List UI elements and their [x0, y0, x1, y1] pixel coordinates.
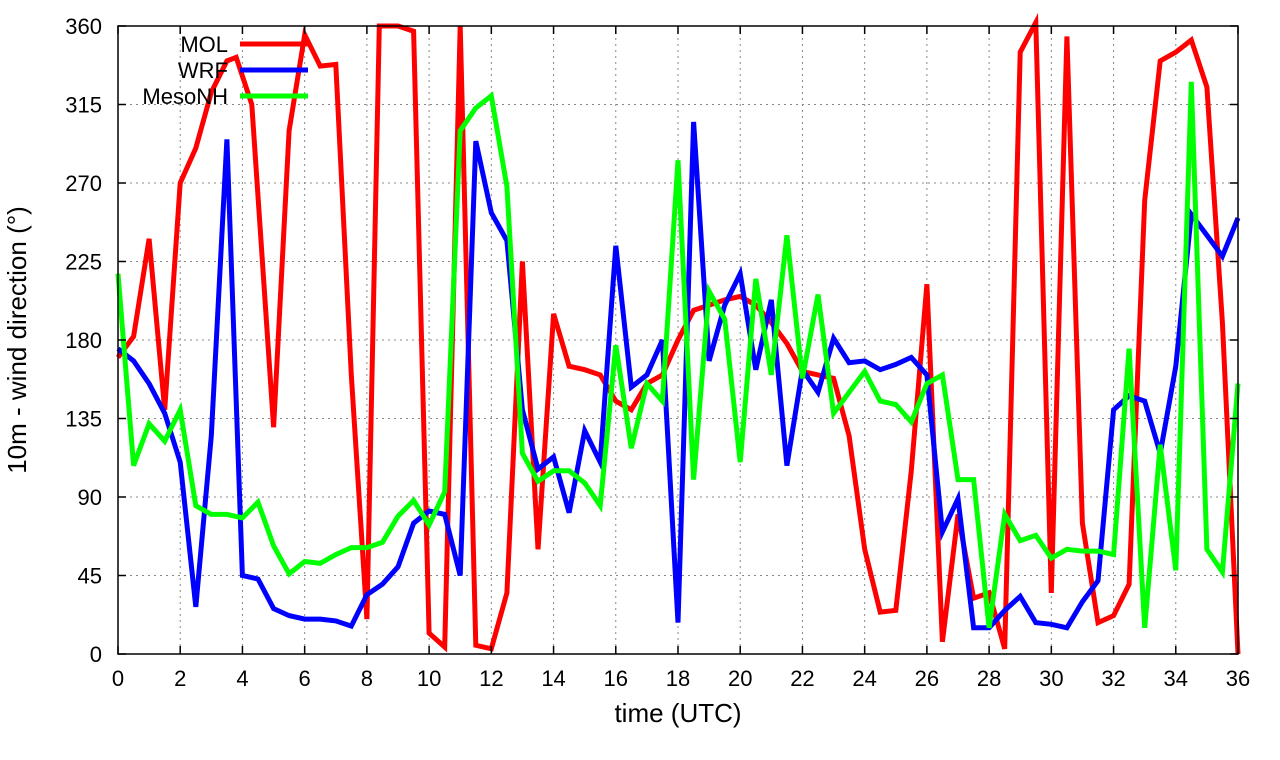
- legend-label-wrf: WRF: [178, 58, 228, 83]
- x-tick-label: 10: [417, 666, 441, 691]
- x-tick-label: 30: [1039, 666, 1063, 691]
- series-line-wrf: [116, 121, 1241, 631]
- x-tick-label: 28: [977, 666, 1001, 691]
- x-axis-title: time (UTC): [614, 698, 741, 728]
- x-tick-label: 34: [1164, 666, 1188, 691]
- y-tick-label: 135: [65, 407, 102, 432]
- y-tick-label: 0: [90, 642, 102, 667]
- y-axis-ticks: 0 45 90 135 180 225 270 315 360: [65, 14, 1238, 667]
- x-tick-label: 32: [1101, 666, 1125, 691]
- series-line-mol: [115, 12, 1241, 655]
- y-tick-label: 225: [65, 250, 102, 275]
- x-tick-label: 24: [852, 666, 876, 691]
- y-axis-title: 10m - wind direction (°): [2, 206, 32, 474]
- x-tick-label: 2: [174, 666, 186, 691]
- x-tick-label: 18: [666, 666, 690, 691]
- x-axis-ticks: 0 2 4 6 8 10 12 14 16 18 20 22 24 26 28 30 32 34 36: [112, 26, 1250, 691]
- series-lines: [115, 12, 1241, 655]
- x-tick-label: 6: [299, 666, 311, 691]
- x-tick-label: 16: [604, 666, 628, 691]
- x-tick-label: 4: [236, 666, 248, 691]
- x-tick-label: 22: [790, 666, 814, 691]
- y-tick-label: 360: [65, 14, 102, 39]
- y-tick-label: 180: [65, 328, 102, 353]
- y-tick-label: 90: [78, 485, 102, 510]
- x-tick-label: 12: [479, 666, 503, 691]
- series-line-mesonh: [115, 81, 1241, 629]
- x-tick-label: 14: [541, 666, 565, 691]
- y-tick-label: 270: [65, 171, 102, 196]
- legend-label-mol: MOL: [180, 32, 228, 57]
- x-tick-label: 0: [112, 666, 124, 691]
- x-tick-label: 36: [1226, 666, 1250, 691]
- x-tick-label: 26: [915, 666, 939, 691]
- y-tick-label: 315: [65, 93, 102, 118]
- x-tick-label: 20: [728, 666, 752, 691]
- y-tick-label: 45: [78, 564, 102, 589]
- legend-label-mesonh: MesoNH: [142, 84, 228, 109]
- x-tick-label: 8: [361, 666, 373, 691]
